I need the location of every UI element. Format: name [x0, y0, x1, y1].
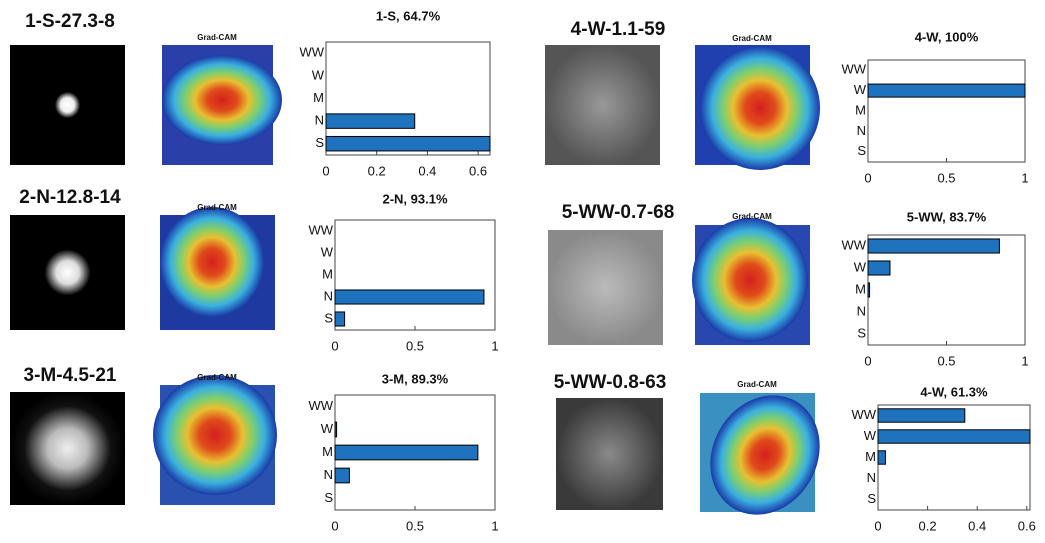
input-image	[10, 45, 125, 165]
bar	[335, 445, 478, 460]
y-tick-label: S	[324, 310, 333, 325]
gradcam-image	[689, 375, 841, 534]
y-tick-label: WW	[308, 398, 333, 413]
x-tick-label: 0.5	[937, 353, 955, 368]
panel-label: 5-WW-0.7-68	[562, 202, 675, 223]
y-tick-label: W	[854, 259, 867, 274]
bar	[868, 239, 999, 253]
x-tick-label: 0.5	[406, 338, 424, 353]
y-tick-label: WW	[851, 407, 876, 422]
panel-label: 1-S-27.3-8	[25, 11, 115, 32]
y-tick-label: M	[322, 444, 333, 459]
x-tick-label: 0.2	[919, 518, 937, 533]
gradcam-title: Grad-CAM	[732, 212, 772, 221]
chart-title: 3-M, 89.3%	[382, 371, 449, 386]
y-tick-label: WW	[841, 62, 866, 77]
x-tick-label: 0	[331, 518, 338, 533]
chart-title: 4-W, 100%	[915, 29, 979, 44]
x-tick-label: 1	[491, 518, 498, 533]
y-tick-label: WW	[308, 222, 333, 237]
bar	[326, 136, 490, 150]
bar	[878, 430, 1030, 443]
x-tick-label: 0	[874, 518, 881, 533]
bar	[326, 114, 415, 128]
x-tick-label: 0	[864, 353, 871, 368]
gradcam-image	[162, 45, 282, 165]
x-tick-label: 0.5	[406, 518, 424, 533]
panel-label: 2-N-12.8-14	[19, 187, 121, 208]
y-tick-label: M	[855, 281, 866, 296]
gradcam-title: Grad-CAM	[197, 203, 237, 212]
y-tick-label: WW	[841, 237, 866, 252]
gradcam-title: Grad-CAM	[732, 34, 772, 43]
y-tick-label: N	[857, 123, 866, 138]
y-tick-label: M	[313, 90, 324, 105]
x-tick-label: 1	[1021, 170, 1028, 185]
bar	[868, 283, 870, 297]
x-tick-label: 0.4	[418, 163, 436, 178]
x-tick-label: 0.6	[1018, 518, 1036, 533]
x-tick-label: 0	[864, 170, 871, 185]
chart-title: 1-S, 64.7%	[376, 8, 441, 23]
y-tick-label: W	[864, 428, 877, 443]
gradcam-image	[695, 45, 820, 170]
x-tick-label: 0.5	[937, 170, 955, 185]
y-tick-label: N	[315, 113, 324, 128]
x-tick-label: 0.2	[368, 163, 386, 178]
y-tick-label: N	[324, 288, 333, 303]
gradcam-image	[160, 207, 275, 330]
y-tick-label: W	[312, 67, 325, 82]
plot-frame	[335, 220, 495, 330]
gradcam-title: Grad-CAM	[737, 380, 777, 389]
chart-title: 5-WW, 83.7%	[907, 209, 987, 224]
y-tick-label: S	[857, 325, 866, 340]
y-tick-label: N	[324, 467, 333, 482]
y-tick-label: S	[324, 490, 333, 505]
y-tick-label: W	[321, 421, 334, 436]
gradcam-title: Grad-CAM	[197, 33, 237, 42]
y-tick-label: WW	[299, 45, 324, 60]
input-image	[556, 398, 663, 510]
bar	[335, 468, 349, 483]
bar	[335, 312, 345, 326]
gradcam-title: Grad-CAM	[197, 373, 237, 382]
panel-label: 5-WW-0.8-63	[554, 372, 667, 393]
input-image	[548, 230, 663, 345]
bar	[868, 261, 890, 275]
y-tick-label: W	[854, 82, 867, 97]
y-tick-label: M	[322, 266, 333, 281]
y-tick-label: S	[867, 491, 876, 506]
input-image	[10, 215, 125, 330]
chart-title: 2-N, 93.1%	[382, 191, 447, 206]
input-image	[10, 392, 125, 505]
y-tick-label: M	[865, 449, 876, 464]
bar	[335, 422, 337, 437]
y-tick-label: N	[867, 470, 876, 485]
chart-title: 4-W, 61.3%	[920, 384, 988, 399]
panel-label: 4-W-1.1-59	[571, 19, 666, 40]
gradcam-image	[692, 218, 810, 345]
x-tick-label: 0	[322, 163, 329, 178]
x-tick-label: 0.4	[968, 518, 986, 533]
y-tick-label: W	[321, 244, 334, 259]
x-tick-label: 1	[491, 338, 498, 353]
x-tick-label: 0	[331, 338, 338, 353]
x-tick-label: 0.6	[469, 163, 487, 178]
bar	[335, 290, 484, 304]
y-tick-label: S	[315, 135, 324, 150]
bar	[868, 84, 1025, 97]
panel-label: 3-M-4.5-21	[24, 365, 117, 386]
gradcam-image	[153, 375, 277, 505]
figure: 1-S-27.3-8 Grad-CAM 2-N-12.8-14 Grad-CAM 3-M…	[0, 0, 1045, 543]
y-tick-label: S	[857, 143, 866, 158]
plot-frame	[868, 60, 1025, 162]
bar	[878, 451, 885, 464]
y-tick-label: M	[855, 102, 866, 117]
y-tick-label: N	[857, 303, 866, 318]
x-tick-label: 1	[1021, 353, 1028, 368]
input-image	[545, 45, 660, 165]
bar	[878, 409, 965, 422]
